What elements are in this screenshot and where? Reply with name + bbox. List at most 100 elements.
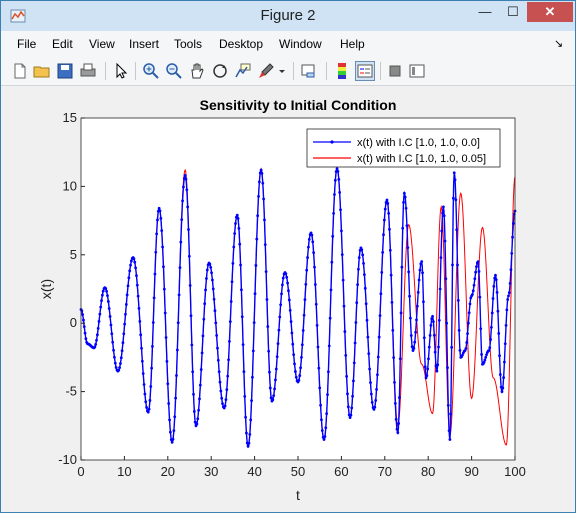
legend[interactable]: x(t) with I.C [1.0, 1.0, 0.0] x(t) with … xyxy=(306,128,501,168)
dock-figure-icon[interactable]: ↘ xyxy=(554,38,564,50)
series-1-marker xyxy=(455,228,459,232)
x-tick-label: 80 xyxy=(421,464,435,479)
maximize-button[interactable]: ☐ xyxy=(507,4,519,19)
title-bar[interactable]: Figure 2 — ☐ ✕ xyxy=(1,1,575,31)
series-1-marker xyxy=(221,402,224,406)
axes[interactable]: 0 10 20 30 40 50 60 70 80 90 100 -10 -5 0 5 10 15 Sensit… xyxy=(1,86,575,512)
series-1-marker xyxy=(325,412,329,416)
menu-insert[interactable]: Insert xyxy=(129,37,160,51)
series-1-marker xyxy=(357,267,360,271)
series-1-marker xyxy=(397,422,401,425)
series-1-marker xyxy=(483,358,487,362)
series-1-marker xyxy=(267,349,271,353)
series-1-marker xyxy=(145,406,148,409)
series-1-marker xyxy=(169,430,172,434)
menu-desktop[interactable]: Desktop xyxy=(219,37,264,51)
series-1-marker xyxy=(172,429,176,433)
series-1-marker xyxy=(428,333,432,337)
series-1-marker xyxy=(310,233,314,237)
zoom-out-icon[interactable] xyxy=(164,61,184,81)
series-1-marker xyxy=(176,321,180,325)
show-plot-tools-icon[interactable] xyxy=(407,61,427,81)
series-1-marker xyxy=(163,311,167,315)
series-1-marker xyxy=(271,398,275,402)
series-1-marker xyxy=(363,273,366,277)
figure-toolbar xyxy=(1,57,575,86)
series-1-marker xyxy=(496,309,500,313)
series-1-marker xyxy=(217,370,221,374)
menu-view[interactable]: View xyxy=(89,37,115,51)
series-1-marker xyxy=(227,358,230,362)
series-1-marker xyxy=(213,309,217,313)
zoom-in-icon[interactable] xyxy=(141,61,161,81)
series-1-marker xyxy=(477,270,481,273)
series-1-marker xyxy=(503,342,507,346)
menu-help[interactable]: Help xyxy=(340,37,365,51)
series-1-marker xyxy=(218,380,222,384)
link-plot-icon[interactable] xyxy=(299,61,319,81)
series-1-marker xyxy=(504,324,508,327)
series-1-marker xyxy=(386,202,390,205)
series-1-marker xyxy=(340,253,344,257)
series-1-marker xyxy=(509,268,513,272)
menu-file[interactable]: File xyxy=(17,37,37,51)
series-1-marker xyxy=(155,232,159,236)
series-1-marker xyxy=(365,318,369,322)
series-1-marker xyxy=(244,415,247,419)
series-1-marker xyxy=(458,348,462,352)
series-1-marker xyxy=(137,306,141,310)
series-1-marker xyxy=(441,211,444,215)
print-icon[interactable] xyxy=(78,61,98,81)
pointer-icon[interactable] xyxy=(111,61,131,81)
legend-icon[interactable] xyxy=(355,61,375,81)
series-1-marker xyxy=(171,437,175,441)
hide-plot-tools-icon[interactable] xyxy=(385,61,405,81)
brush-icon[interactable] xyxy=(256,61,276,81)
series-1-marker xyxy=(108,315,112,318)
series-1-marker xyxy=(210,271,213,275)
series-1-marker xyxy=(351,394,354,398)
series-1-marker xyxy=(167,402,171,405)
series-1-marker xyxy=(219,389,223,393)
colorbar-icon[interactable] xyxy=(332,61,352,81)
menu-edit[interactable]: Edit xyxy=(52,37,73,51)
series-1-marker xyxy=(333,178,337,182)
series-1-marker xyxy=(268,386,272,390)
series-1-marker xyxy=(204,288,207,292)
brush-dropdown-icon[interactable] xyxy=(277,61,287,81)
series-1-marker xyxy=(363,286,367,290)
y-tick-label: 10 xyxy=(63,178,77,193)
new-figure-icon[interactable] xyxy=(10,61,30,81)
series-1-marker xyxy=(433,350,437,354)
series-1-marker xyxy=(272,394,276,398)
series-1-marker xyxy=(215,334,219,337)
series-1-marker xyxy=(408,294,411,298)
rotate-3d-icon[interactable] xyxy=(210,61,230,81)
series-1-marker xyxy=(323,435,327,438)
series-1-marker xyxy=(475,265,478,269)
menu-window[interactable]: Window xyxy=(279,37,322,51)
series-1-marker xyxy=(201,334,205,338)
series-1-marker xyxy=(225,388,229,391)
series-1-marker xyxy=(339,208,342,212)
series-1-marker xyxy=(117,368,121,372)
series-1-marker xyxy=(500,390,504,393)
series-1-marker xyxy=(398,396,401,399)
series-1-marker xyxy=(508,282,512,285)
series-1-marker xyxy=(491,297,495,300)
x-axis-label: t xyxy=(296,487,300,503)
pan-icon[interactable] xyxy=(187,61,207,81)
series-1-marker xyxy=(222,406,226,410)
series-1-marker xyxy=(313,265,316,269)
data-cursor-icon[interactable] xyxy=(233,61,253,81)
figure-canvas[interactable]: 0 10 20 30 40 50 60 70 80 90 100 -10 -5 0 5 10 15 Sensit… xyxy=(1,86,575,512)
menu-tools[interactable]: Tools xyxy=(174,37,203,51)
close-button[interactable]: ✕ xyxy=(527,2,573,22)
open-file-icon[interactable] xyxy=(32,61,52,81)
series-1-marker xyxy=(151,344,154,348)
series-1-marker xyxy=(432,320,435,323)
save-icon[interactable] xyxy=(55,61,75,81)
series-1-marker xyxy=(314,302,318,306)
series-1-marker xyxy=(200,351,204,355)
minimize-button[interactable]: — xyxy=(478,4,492,19)
